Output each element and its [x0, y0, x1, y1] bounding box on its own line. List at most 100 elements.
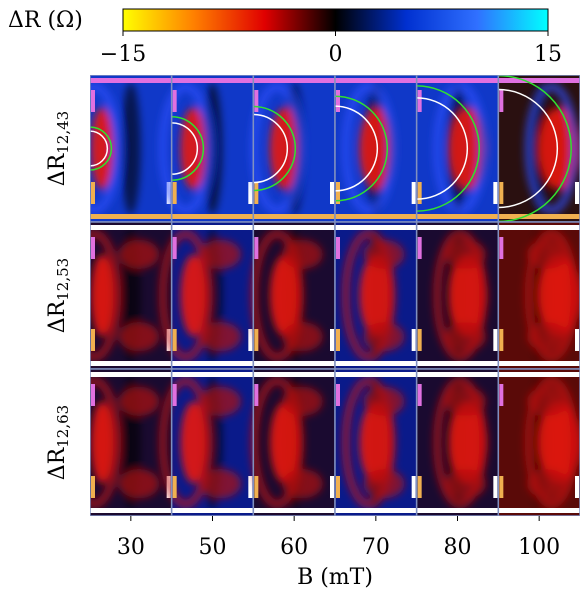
contact-left-top — [417, 237, 422, 259]
contact-right — [330, 182, 334, 204]
x-tick-label: 50 — [199, 535, 227, 560]
x-tick-label: 30 — [117, 535, 145, 560]
pattern-red-outer — [524, 82, 579, 215]
pattern-red-bot — [200, 468, 242, 499]
contact-bottom — [90, 361, 172, 366]
panel-pattern — [90, 376, 160, 509]
contact-right — [493, 329, 498, 351]
contact-left-top — [172, 237, 177, 259]
contact-top — [335, 372, 417, 377]
pattern-red-bot — [445, 468, 487, 499]
contact-top — [498, 372, 580, 377]
contact-left-bot — [336, 329, 340, 351]
pattern-red-top — [526, 386, 568, 417]
contact-bottom — [416, 361, 499, 366]
pattern-red-top — [281, 386, 323, 417]
row-label-symbol: ΔR — [45, 446, 70, 480]
contact-bottom — [253, 361, 335, 366]
contact-bottom — [171, 508, 254, 513]
contact-right — [248, 182, 253, 204]
pattern-red — [180, 254, 208, 337]
cyclotron-orbit — [253, 105, 297, 192]
contact-right — [411, 329, 416, 351]
panel-pattern — [158, 229, 242, 362]
contact-right — [248, 329, 253, 351]
contact-bottom — [90, 214, 172, 219]
contact-bottom — [90, 508, 172, 513]
panel-pattern — [341, 229, 405, 362]
cyclotron-orbit — [416, 85, 481, 212]
pattern-red-outer — [90, 229, 122, 362]
contact-bottom — [253, 508, 335, 513]
cyclotron-orbit — [334, 105, 378, 192]
contact-left-bot — [254, 329, 259, 351]
contact-top — [416, 78, 499, 83]
contact-left-top — [91, 384, 95, 406]
contact-right — [575, 329, 579, 351]
pattern-red-outer — [524, 376, 579, 509]
x-tick-label: 70 — [362, 535, 390, 560]
contact-bottom — [416, 214, 499, 219]
contact-left-bot — [254, 476, 259, 498]
contact-left-top — [499, 90, 504, 112]
panel-pattern — [250, 82, 305, 215]
pattern-red-bot — [445, 321, 487, 352]
contact-right — [248, 476, 253, 498]
contact-right — [493, 476, 498, 498]
panel-pattern — [433, 376, 488, 509]
contact-top — [416, 372, 499, 377]
panel-pattern — [158, 376, 242, 509]
pattern-red — [180, 401, 208, 484]
contact-left-bot — [91, 476, 95, 498]
row-label-symbol: ΔR — [45, 299, 70, 333]
contact-top — [90, 78, 172, 83]
contact-bottom — [498, 361, 580, 366]
contact-left-top — [254, 384, 259, 406]
contact-top — [498, 225, 580, 230]
contact-left-bot — [91, 329, 95, 351]
contact-left-top — [172, 90, 177, 112]
contact-left-top — [417, 90, 422, 112]
pattern-red-outer — [341, 376, 396, 509]
cyclotron-orbit — [498, 88, 558, 209]
pattern-red — [90, 107, 114, 190]
contact-left-bot — [499, 476, 504, 498]
pattern-red-top — [200, 239, 242, 270]
pattern-red-top — [445, 239, 487, 270]
pattern-red-bot — [281, 468, 323, 499]
contact-top — [498, 78, 580, 83]
cyclotron-orbit — [416, 97, 468, 200]
pattern-red-top — [363, 239, 405, 270]
contact-left-top — [499, 384, 504, 406]
contact-top — [171, 225, 254, 230]
pattern-dark — [121, 82, 141, 215]
row-label: ΔR12,43 — [45, 111, 72, 186]
pattern-red — [359, 254, 395, 337]
contact-left-top — [417, 384, 422, 406]
contact-top — [416, 225, 499, 230]
pattern-red-bot — [526, 321, 568, 352]
contact-left-bot — [336, 182, 340, 204]
contact-left-top — [336, 237, 340, 259]
contact-bottom — [498, 214, 580, 219]
contact-bottom — [335, 508, 417, 513]
pattern-red-outer — [90, 82, 122, 215]
panel-pattern — [524, 376, 580, 509]
pattern-red-top — [118, 386, 160, 417]
pattern-red-outer — [250, 229, 305, 362]
row-label: ΔR12,53 — [45, 258, 72, 333]
pattern-red — [269, 401, 301, 484]
panel-pattern — [90, 82, 141, 215]
pattern-red — [90, 254, 114, 337]
panel-pattern — [433, 229, 488, 362]
pattern-red-outer — [433, 229, 487, 362]
contact-left-bot — [172, 182, 177, 204]
cyclotron-orbit — [498, 75, 572, 223]
contact-bottom — [253, 214, 335, 219]
contact-bottom — [171, 361, 254, 366]
pattern-red-bot — [363, 468, 405, 499]
pattern-red — [269, 254, 301, 337]
pattern-red-outer — [433, 82, 487, 215]
pattern-red — [359, 401, 395, 484]
contact-right — [575, 476, 579, 498]
